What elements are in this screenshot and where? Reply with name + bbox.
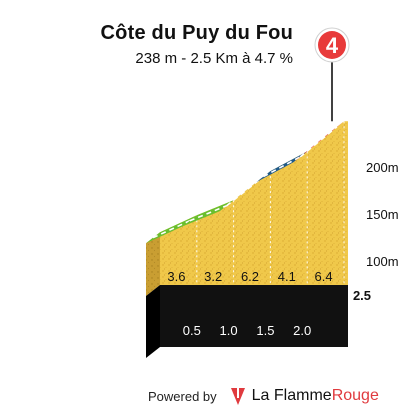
distance-base-side [146,285,160,358]
climb-number: 4 [326,33,339,58]
gradient-label: 4.1 [278,269,296,284]
la-flamme-rouge-logo-icon [230,388,245,405]
road-centerline [189,204,227,222]
climb-title: Côte du Puy du Fou [100,22,293,44]
gradient-label: 6.4 [315,269,333,284]
gradient-label: 3.6 [167,269,185,284]
road-centerline [152,220,191,239]
brand-name-part2: Rouge [331,387,379,404]
terrain-side-face [146,232,160,296]
distance-label: 1.5 [256,323,274,338]
distance-label: 0.5 [183,323,201,338]
climb-number-badge [318,31,346,59]
distance-label: 1.0 [220,323,238,338]
footer: Powered by La Flamme Rouge [148,384,405,408]
distance-label: 2.5 [353,288,371,303]
gradient-label: 6.2 [241,269,259,284]
y-tick-label: 200m [366,160,399,175]
terrain-front-face [160,121,348,285]
brand-name-part1: La Flamme [251,387,332,404]
climb-marker: 4 [314,27,350,122]
distance-base-bar [160,285,348,347]
powered-by-label: Powered by [148,388,217,404]
y-tick-label: 150m [366,207,399,222]
elevation-profile-chart: 3.6 3.2 6.2 4.1 6.4 0.5 1.0 1.5 2.0 2.5 100m 150m 20… [146,27,399,358]
road-centerline [299,126,338,158]
gradient-label: 3.2 [204,269,222,284]
road-centerline [263,156,301,178]
climb-stats: 238 m - 2.5 Km à 4.7 % [135,50,293,67]
y-tick-label: 100m [366,254,399,269]
distance-label: 2.0 [293,323,311,338]
